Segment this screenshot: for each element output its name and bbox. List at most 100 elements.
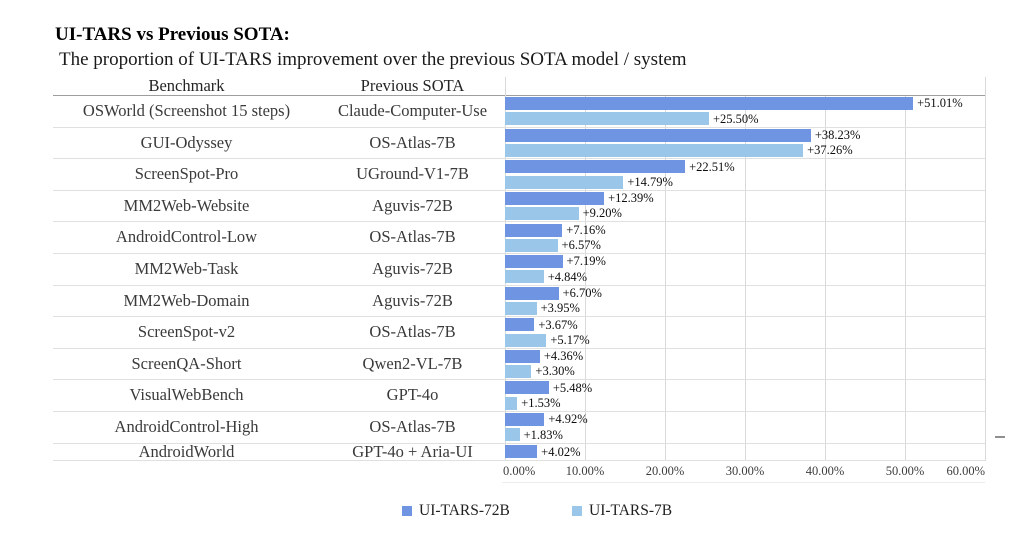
bar-line: +5.48% (505, 380, 985, 395)
bar-value-label: +7.16% (566, 222, 606, 237)
table-row: GUI-Odyssey OS-Atlas-7B +38.23% +37.26% (53, 128, 985, 160)
bar-line: +3.67% (505, 317, 985, 332)
bar-ui-tars-7b (505, 333, 547, 347)
bar-line: +4.84% (505, 269, 985, 284)
bar-value-label: +14.79% (627, 174, 673, 189)
table-header-row: Benchmark Previous SOTA (53, 77, 985, 96)
bar-ui-tars-7b (505, 175, 624, 189)
bar-line: +1.83% (505, 427, 985, 442)
previous-sota-label: OS-Atlas-7B (369, 132, 456, 152)
bar-ui-tars-7b (505, 270, 544, 284)
bar-ui-tars-72b (505, 191, 605, 205)
bar-group: +51.01% +25.50% (505, 96, 985, 127)
table-row: AndroidControl-Low OS-Atlas-7B +7.16% +6.57… (53, 222, 985, 254)
benchmark-label: AndroidWorld (138, 441, 235, 461)
previous-sota-label: Aguvis-72B (372, 195, 453, 215)
bar-line: +4.36% (505, 349, 985, 364)
bar-line: +4.02% (505, 444, 985, 461)
bar-line: +25.50% (505, 111, 985, 126)
bar-line: +3.30% (505, 364, 985, 379)
stray-dash (995, 436, 1005, 438)
bar-value-label: +1.53% (521, 396, 561, 411)
bar-group: +3.67% +5.17% (505, 317, 985, 348)
bar-group: +38.23% +37.26% (505, 128, 985, 159)
benchmark-table: Benchmark Previous SOTA OSWorld (Screens… (53, 77, 986, 483)
axis-tick-label: 50.00% (885, 464, 925, 478)
column-header-previous-sota: Previous SOTA (360, 76, 465, 95)
bar-value-label: +9.20% (582, 206, 622, 221)
bar-value-label: +5.17% (550, 332, 590, 347)
table-row: ScreenSpot-Pro UGround-V1-7B +22.51% +14.79… (53, 159, 985, 191)
table-row: ScreenSpot-v2 OS-Atlas-7B +3.67% +5.17% (53, 317, 985, 349)
column-header-plot-spacer (505, 77, 985, 95)
bar-value-label: +12.39% (608, 191, 654, 206)
legend-item-ui-tars-72b: UI-TARS-72B (402, 502, 510, 520)
bar-value-label: +4.02% (541, 444, 581, 459)
column-header-benchmark: Benchmark (148, 76, 225, 95)
table-row: VisualWebBench GPT-4o +5.48% +1.53% (53, 380, 985, 412)
bar-line: +4.92% (505, 412, 985, 427)
legend-label: UI-TARS-72B (419, 502, 510, 519)
bar-value-label: +1.83% (523, 427, 563, 442)
legend-label: UI-TARS-7B (589, 502, 673, 519)
axis-baseline (502, 482, 985, 483)
bar-ui-tars-7b (505, 428, 520, 442)
bar-group: +7.19% +4.84% (505, 254, 985, 285)
table-row: AndroidWorld GPT-4o + Aria-UI +4.02% (53, 441, 985, 462)
axis-tick-label: 60.00% (946, 464, 985, 478)
bar-ui-tars-7b (505, 302, 537, 315)
previous-sota-label: Qwen2-VL-7B (362, 353, 463, 373)
bar-group: +7.16% +6.57% (505, 222, 985, 253)
legend-item-ui-tars-7b: UI-TARS-7B (572, 502, 672, 520)
bar-line: +1.53% (505, 396, 985, 411)
bar-value-label: +3.95% (540, 301, 580, 316)
bar-value-label: +3.67% (538, 317, 578, 332)
bar-value-label: +5.48% (552, 380, 593, 395)
bar-ui-tars-72b (505, 445, 538, 459)
axis-tick-label: 0.00% (503, 464, 536, 478)
bar-line: +51.01% (505, 96, 985, 111)
bar-ui-tars-72b (505, 349, 540, 363)
previous-sota-label: Aguvis-72B (372, 290, 453, 310)
previous-sota-label: Aguvis-72B (372, 259, 453, 279)
bar-ui-tars-7b (505, 396, 518, 410)
benchmark-label: ScreenQA-Short (131, 353, 242, 373)
bar-value-label: +3.30% (535, 364, 575, 379)
bar-line: +5.17% (505, 332, 985, 347)
bar-ui-tars-7b (505, 207, 579, 221)
bar-group: +4.02% (505, 444, 985, 461)
value-axis: 0.00% 10.00% 20.00% 30.00% 40.00% 50.00% 60.00… (53, 461, 985, 483)
previous-sota-label: GPT-4o (386, 385, 439, 405)
bar-line: +3.95% (505, 301, 985, 316)
bar-line: +7.19% (505, 254, 985, 269)
previous-sota-label: OS-Atlas-7B (369, 416, 456, 436)
benchmark-label: ScreenSpot-v2 (137, 322, 236, 342)
bar-value-label: +7.19% (566, 254, 606, 269)
bar-ui-tars-72b (505, 286, 559, 300)
bar-ui-tars-72b (505, 255, 563, 269)
bar-ui-tars-7b (505, 112, 709, 126)
bar-ui-tars-72b (505, 413, 545, 427)
bar-group: +5.48% +1.53% (505, 380, 985, 411)
legend-swatch-icon (402, 506, 412, 516)
bar-value-label: +4.36% (543, 349, 584, 364)
bar-value-label: +38.23% (814, 127, 861, 142)
bar-line: +38.23% (505, 128, 985, 143)
bar-group: +4.36% +3.30% (505, 349, 985, 380)
benchmark-label: ScreenSpot-Pro (134, 164, 239, 184)
chart-subtitle: The proportion of UI-TARS improvement ov… (59, 49, 687, 70)
table-body: OSWorld (Screenshot 15 steps) Claude-Comp… (53, 96, 985, 462)
benchmark-label: MM2Web-Task (134, 259, 239, 279)
bar-line: +12.39% (505, 191, 985, 206)
gridline (985, 77, 986, 461)
bar-ui-tars-7b (505, 144, 804, 158)
bar-group: +4.92% +1.83% (505, 412, 985, 443)
bar-line: +6.70% (505, 286, 985, 301)
bar-group: +12.39% +9.20% (505, 191, 985, 222)
axis-tick-label: 10.00% (565, 464, 605, 478)
benchmark-label: MM2Web-Domain (123, 290, 250, 310)
bar-value-label: +4.84% (547, 269, 588, 284)
benchmark-label: MM2Web-Website (123, 195, 250, 215)
bar-group: +22.51% +14.79% (505, 159, 985, 190)
bar-line: +6.57% (505, 238, 985, 253)
